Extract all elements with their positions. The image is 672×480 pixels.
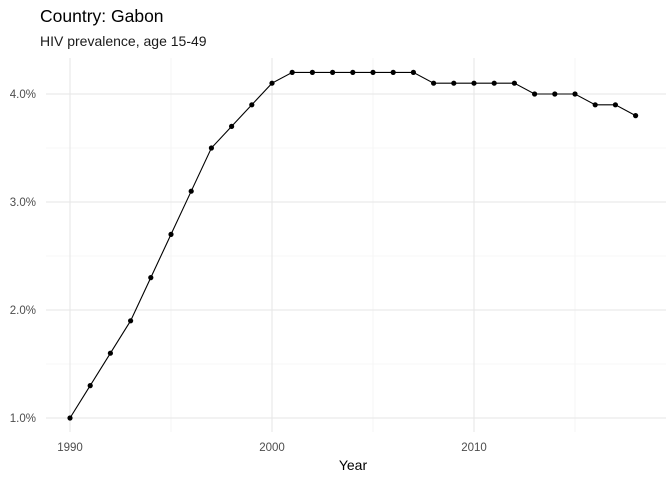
data-point <box>330 69 336 75</box>
data-point <box>370 69 376 75</box>
data-point <box>107 350 113 356</box>
x-tick-label: 2010 <box>461 442 487 454</box>
data-point <box>491 80 497 86</box>
grid-lines <box>46 58 666 432</box>
data-point <box>451 80 457 86</box>
data-point <box>633 113 639 119</box>
data-point <box>188 188 194 194</box>
data-points <box>67 69 639 421</box>
data-point <box>168 231 174 237</box>
data-point <box>87 383 93 389</box>
data-point <box>208 145 214 151</box>
data-point <box>431 80 437 86</box>
data-point <box>592 102 598 108</box>
y-tick-label: 4.0% <box>10 89 36 101</box>
x-axis-ticks: 1990 2000 2010 <box>57 442 487 454</box>
data-point <box>612 102 619 108</box>
chart-subtitle: HIV prevalence, age 15-49 <box>40 33 207 49</box>
data-point <box>471 80 477 86</box>
y-tick-label: 3.0% <box>10 197 36 209</box>
data-point <box>269 80 275 86</box>
data-point <box>289 69 295 75</box>
data-point <box>128 318 134 324</box>
x-axis-label: Year <box>339 457 368 473</box>
data-point <box>229 123 235 129</box>
chart-title: Country: Gabon <box>40 6 164 26</box>
y-axis-ticks: 1.0% 2.0% 3.0% 4.0% <box>10 89 36 425</box>
data-point <box>148 275 154 281</box>
x-tick-label: 2000 <box>259 442 285 454</box>
x-tick-label: 1990 <box>57 442 83 454</box>
data-point <box>532 91 538 97</box>
data-point <box>67 415 73 421</box>
data-point <box>249 102 255 108</box>
series-line <box>69 71 636 419</box>
data-point <box>350 69 356 75</box>
data-point <box>390 69 396 75</box>
data-point <box>572 91 578 97</box>
data-point <box>511 80 517 86</box>
data-point <box>309 69 315 75</box>
data-point <box>552 91 558 97</box>
y-tick-label: 1.0% <box>10 413 36 425</box>
data-point <box>410 69 416 75</box>
y-tick-label: 2.0% <box>10 305 36 317</box>
